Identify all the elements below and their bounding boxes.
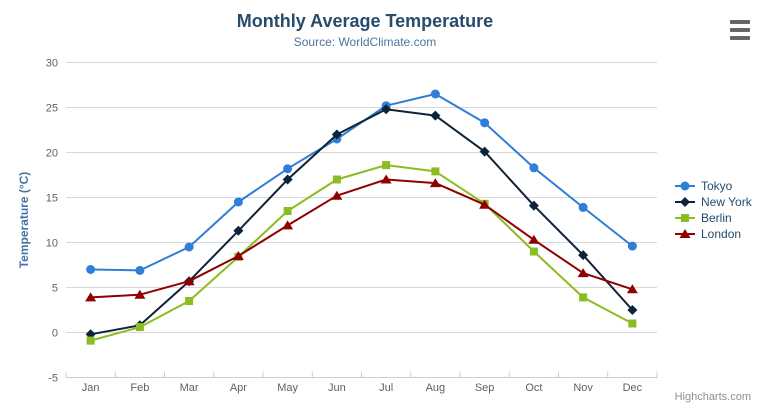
marker-tokyo[interactable]: [86, 265, 96, 274]
marker-new-york[interactable]: [627, 305, 638, 315]
legend: Tokyo New York Berlin London: [674, 178, 752, 242]
circle-marker-icon: [675, 181, 695, 191]
x-axis-label: May: [277, 382, 298, 394]
marker-tokyo[interactable]: [529, 163, 539, 173]
square-marker-icon: [675, 214, 695, 222]
legend-label: Berlin: [701, 211, 732, 225]
legend-marker-london: [679, 229, 691, 238]
y-axis-tick-label: 0: [52, 328, 58, 340]
x-axis-label: Sep: [475, 382, 495, 394]
marker-new-york[interactable]: [430, 110, 441, 121]
marker-london[interactable]: [380, 174, 392, 184]
marker-london[interactable]: [134, 289, 146, 299]
marker-new-york[interactable]: [528, 200, 539, 211]
x-axis-label: Oct: [525, 382, 542, 394]
y-axis-tick-label: -5: [48, 373, 58, 385]
marker-london[interactable]: [626, 284, 638, 294]
x-axis-label: Dec: [623, 382, 643, 394]
x-axis-label: Jan: [82, 382, 100, 394]
y-axis-tick-label: 15: [46, 193, 58, 205]
marker-berlin[interactable]: [579, 293, 588, 302]
series-line-tokyo: [90, 93, 633, 272]
hamburger-icon: [730, 28, 750, 32]
y-axis-tick-label: 10: [46, 238, 58, 250]
hamburger-icon: [730, 36, 750, 40]
triangle-marker-icon: [675, 229, 695, 238]
y-axis-tick-label: 25: [46, 103, 58, 115]
marker-berlin[interactable]: [529, 247, 538, 256]
x-axis-label: Apr: [230, 382, 247, 394]
x-axis-label: Jul: [379, 382, 393, 394]
marker-berlin[interactable]: [135, 323, 144, 332]
legend-item-new-york[interactable]: New York: [674, 194, 752, 210]
marker-london[interactable]: [528, 234, 540, 244]
marker-london[interactable]: [282, 220, 294, 230]
marker-tokyo[interactable]: [233, 197, 243, 207]
marker-new-york[interactable]: [233, 225, 244, 236]
marker-berlin[interactable]: [382, 161, 391, 170]
marker-berlin[interactable]: [185, 297, 194, 305]
legend-item-berlin[interactable]: Berlin: [674, 210, 752, 226]
y-axis-tick-label: 30: [46, 58, 58, 70]
marker-london[interactable]: [232, 251, 244, 260]
export-menu-button[interactable]: [727, 17, 753, 43]
y-axis-title: Temperature (°C): [17, 171, 31, 269]
series-line-berlin: [90, 164, 633, 342]
x-axis-label: Mar: [180, 382, 199, 394]
marker-new-york[interactable]: [381, 104, 392, 115]
y-axis-tick-label: 5: [52, 283, 58, 295]
marker-tokyo[interactable]: [627, 241, 637, 251]
marker-berlin[interactable]: [431, 167, 440, 176]
marker-new-york[interactable]: [479, 146, 490, 157]
marker-london[interactable]: [429, 178, 441, 188]
marker-berlin[interactable]: [628, 319, 637, 328]
marker-london[interactable]: [331, 190, 343, 200]
x-axis-label: Jun: [328, 382, 346, 394]
legend-item-tokyo[interactable]: Tokyo: [674, 178, 752, 194]
x-axis-label: Nov: [573, 382, 593, 394]
series-line-london: [90, 178, 633, 299]
marker-berlin[interactable]: [86, 336, 95, 345]
legend-marker-tokyo: [680, 181, 690, 191]
legend-label: Tokyo: [701, 179, 733, 193]
marker-new-york[interactable]: [331, 129, 342, 140]
legend-label: New York: [701, 195, 752, 209]
legend-label: London: [701, 227, 742, 241]
x-axis-label: Aug: [426, 382, 446, 394]
y-axis-tick-label: 20: [46, 148, 58, 160]
marker-tokyo[interactable]: [430, 89, 440, 99]
x-axis-label: Feb: [130, 382, 149, 394]
credits-link[interactable]: Highcharts.com: [674, 391, 751, 403]
marker-london[interactable]: [85, 292, 97, 302]
marker-berlin[interactable]: [283, 207, 292, 215]
marker-new-york[interactable]: [578, 250, 589, 261]
hamburger-icon: [730, 20, 750, 24]
legend-marker-new-york: [680, 197, 690, 207]
marker-berlin[interactable]: [332, 175, 341, 184]
marker-london[interactable]: [183, 276, 195, 286]
marker-tokyo[interactable]: [135, 265, 145, 275]
series-line-new-york: [90, 108, 634, 336]
legend-item-london[interactable]: London: [674, 226, 752, 242]
legend-marker-berlin: [681, 214, 689, 222]
chart-title: Monthly Average Temperature: [236, 11, 494, 31]
marker-tokyo[interactable]: [578, 202, 588, 212]
diamond-marker-icon: [675, 197, 695, 207]
marker-tokyo[interactable]: [480, 118, 490, 128]
marker-tokyo[interactable]: [283, 164, 293, 174]
marker-new-york[interactable]: [282, 174, 293, 185]
marker-london[interactable]: [577, 268, 589, 278]
marker-tokyo[interactable]: [184, 242, 194, 252]
marker-london[interactable]: [479, 199, 491, 209]
chart-subtitle: Source: WorldClimate.com: [293, 35, 437, 49]
